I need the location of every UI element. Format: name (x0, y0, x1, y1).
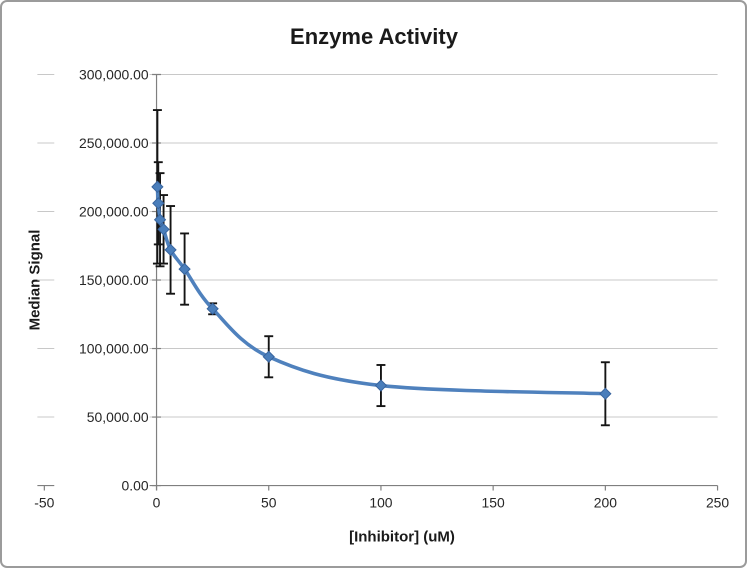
data-point-marker (153, 213, 167, 226)
x-axis-title: [Inhibitor] (uM) (349, 528, 455, 546)
y-tick-label: 150,000.00 (79, 272, 149, 288)
data-point-marker (206, 302, 219, 315)
y-tick-label: 250,000.00 (79, 135, 149, 151)
y-tick-label-bg (54, 408, 150, 426)
x-tick-label: 250 (706, 494, 729, 510)
data-point-marker (374, 379, 388, 392)
y-tick-label: 0.00 (122, 478, 149, 494)
y-tick-label-bg (54, 339, 150, 358)
x-tick-label: 50 (261, 494, 277, 510)
y-tick-label-bg (54, 65, 150, 84)
x-tick-label: 0 (153, 494, 161, 510)
x-tick-label: 100 (369, 494, 392, 510)
data-point-marker (152, 197, 165, 210)
y-tick-label-bg (54, 476, 150, 495)
y-tick-label-bg (54, 271, 150, 289)
y-tick-label-bg (54, 134, 150, 152)
y-tick-label: 200,000.00 (79, 203, 149, 219)
data-point-marker (157, 223, 170, 236)
series-line (155, 185, 608, 396)
data-point-marker (151, 180, 164, 194)
y-tick-label-bg (54, 202, 150, 221)
y-tick-label: 100,000.00 (79, 341, 149, 357)
data-point-marker (178, 262, 191, 276)
x-tick-label: 200 (594, 494, 617, 510)
data-point-marker (599, 387, 612, 400)
y-tick-label: 300,000.00 (79, 66, 149, 82)
data-point-marker (164, 243, 177, 257)
y-tick-label: 50,000.00 (87, 409, 149, 425)
x-tick-label: -50 (34, 494, 54, 510)
x-tick-label: 150 (482, 494, 505, 510)
data-point-marker (262, 350, 275, 363)
chart-title: Enzyme Activity (290, 24, 458, 49)
